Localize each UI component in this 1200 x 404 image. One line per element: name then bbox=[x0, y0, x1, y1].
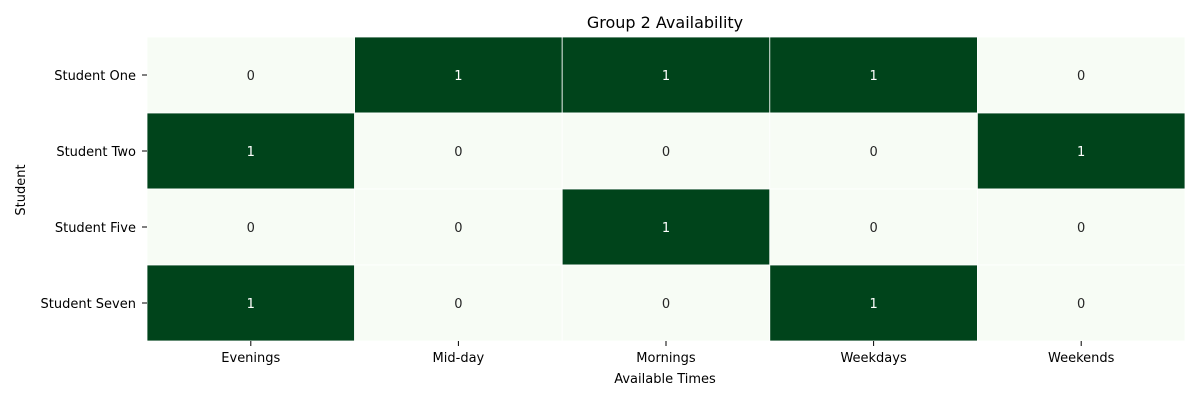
cell-value-label: 1 bbox=[1077, 145, 1085, 160]
heatmap-cell bbox=[146, 36, 356, 114]
cell-value-label: 1 bbox=[869, 297, 877, 312]
y-tick-label: Student One bbox=[54, 69, 136, 84]
chart-title: Group 2 Availability bbox=[587, 13, 743, 32]
x-tick-label: Weekends bbox=[1048, 351, 1115, 366]
cell-value-label: 1 bbox=[454, 69, 462, 84]
heatmap-cell bbox=[146, 112, 356, 190]
cell-value-label: 0 bbox=[454, 145, 462, 160]
y-tick-label: Student Five bbox=[55, 221, 136, 236]
heatmap-cell bbox=[769, 36, 978, 114]
cell-value-label: 0 bbox=[247, 221, 255, 236]
x-tick-label: Weekdays bbox=[840, 351, 907, 366]
heatmap-cell bbox=[561, 112, 771, 190]
y-axis-label: Student bbox=[14, 164, 29, 215]
cell-value-label: 0 bbox=[662, 297, 670, 312]
heatmap-cell bbox=[561, 188, 771, 266]
heatmap-cell bbox=[354, 188, 563, 266]
cell-value-label: 0 bbox=[454, 221, 462, 236]
cell-value-label: 0 bbox=[1077, 297, 1085, 312]
cell-value-label: 1 bbox=[662, 69, 670, 84]
heatmap-cell bbox=[977, 112, 1186, 190]
heatmap-cell bbox=[354, 264, 563, 342]
heatmap-cell bbox=[769, 188, 978, 266]
x-axis-label: Available Times bbox=[614, 372, 716, 387]
heatmap-cell bbox=[977, 188, 1186, 266]
cell-value-label: 1 bbox=[869, 69, 877, 84]
heatmap-cell bbox=[977, 36, 1186, 114]
heatmap-annotations: 0 1 1 1 0 1 0 0 0 1 0 0 1 0 0 1 0 0 1 0 bbox=[247, 69, 1086, 312]
y-tick-label: Student Two bbox=[56, 145, 136, 160]
cell-value-label: 0 bbox=[247, 69, 255, 84]
cell-value-label: 0 bbox=[1077, 221, 1085, 236]
heatmap-cell bbox=[977, 264, 1186, 342]
heatmap-cell bbox=[561, 264, 771, 342]
cell-value-label: 0 bbox=[454, 297, 462, 312]
y-axis-ticks: Student One Student Two Student Five Studen… bbox=[41, 69, 147, 312]
cell-value-label: 0 bbox=[869, 221, 877, 236]
cell-value-label: 1 bbox=[247, 145, 255, 160]
cell-value-label: 1 bbox=[247, 297, 255, 312]
heatmap-cell bbox=[561, 36, 771, 114]
x-tick-label: Evenings bbox=[221, 351, 280, 366]
cell-value-label: 0 bbox=[662, 145, 670, 160]
x-tick-label: Mid-day bbox=[433, 351, 485, 366]
cell-value-label: 0 bbox=[1077, 69, 1085, 84]
x-axis-ticks: Evenings Mid-day Mornings Weekdays Weekends bbox=[221, 341, 1115, 366]
cell-value-label: 0 bbox=[869, 145, 877, 160]
heatmap-cell bbox=[769, 264, 978, 342]
cell-value-label: 1 bbox=[662, 221, 670, 236]
heatmap-cell bbox=[354, 36, 563, 114]
x-tick-label: Mornings bbox=[636, 351, 696, 366]
y-tick-label: Student Seven bbox=[41, 297, 137, 312]
heatmap-cells bbox=[146, 36, 1186, 342]
